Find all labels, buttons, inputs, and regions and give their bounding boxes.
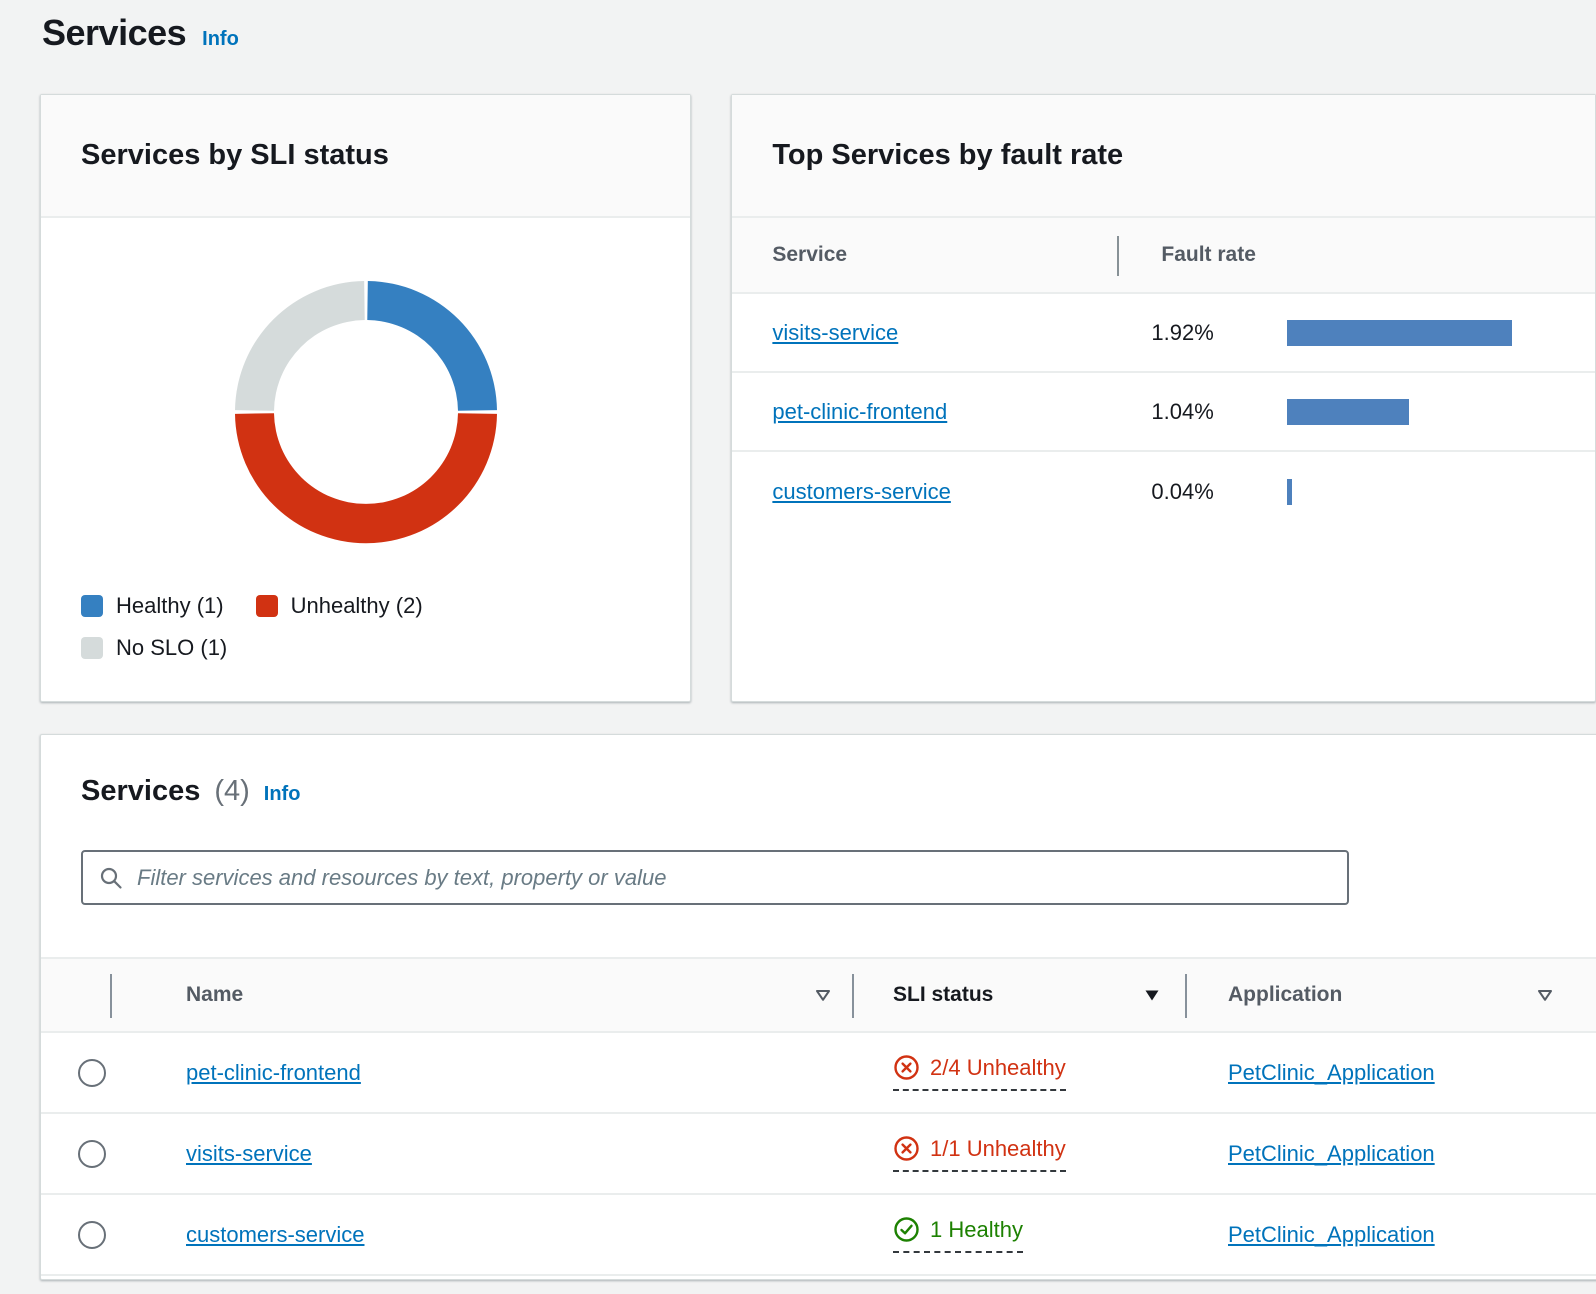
application-link[interactable]: PetClinic_Application [1228,1059,1435,1085]
page-title: Services [42,12,187,53]
fault-service-link[interactable]: pet-clinic-frontend [772,398,948,424]
error-circle-icon [893,1054,920,1081]
fault-service-link[interactable]: customers-service [772,478,951,504]
application-link[interactable]: PetClinic_Application [1228,1140,1435,1166]
name-cell: customers-service [111,1222,853,1248]
row-select-radio[interactable] [78,1220,106,1249]
fault-col-service: Service [772,243,848,266]
row-select-cell [41,1220,111,1249]
error-circle-icon [893,1135,920,1162]
fault-rate-value: 1.92% [1151,319,1214,345]
sli-status-text: 1 Healthy [930,1216,1023,1242]
sli-status-cell: 1 Healthy [853,1216,1186,1253]
column-label-name: Name [186,983,244,1006]
page-info-link[interactable]: Info [202,28,239,50]
sli-card-title: Services by SLI status [81,139,389,171]
application-cell: PetClinic_Application [1186,1060,1596,1086]
column-label-sli-status: SLI status [893,983,994,1006]
sort-icon-descending [1144,989,1160,1002]
legend-item-unhealthy: Unhealthy (2) [255,593,423,619]
column-divider [852,974,854,1018]
sli-status-cell: 2/4 Unhealthy [853,1054,1186,1091]
services-filter-input[interactable] [135,863,1332,892]
fault-card-header: Top Services by fault rate [732,95,1595,218]
sort-icon-outline [815,989,831,1002]
fault-rate-card: Top Services by fault rate Service Fault… [731,94,1596,702]
fault-rate-value: 0.04% [1151,478,1214,504]
sli-status-badge[interactable]: 1 Healthy [893,1216,1023,1253]
sli-card-header: Services by SLI status [41,95,691,218]
legend-swatch-healthy [81,595,103,617]
fault-rate-bar [1287,398,1410,425]
table-row: pet-clinic-frontend 2/4 Unhealthy PetCli… [41,1033,1596,1114]
service-name-link[interactable]: pet-clinic-frontend [186,1059,361,1085]
sli-status-text: 2/4 Unhealthy [930,1054,1066,1080]
row-select-cell [41,1139,111,1168]
page-header: Services Info [0,0,1596,54]
select-all-header [41,959,111,1031]
application-cell: PetClinic_Application [1186,1141,1596,1167]
row-select-radio[interactable] [78,1058,106,1087]
name-cell: visits-service [111,1141,853,1167]
legend-label-unhealthy: Unhealthy (2) [290,593,423,618]
fault-rate-bar [1287,319,1513,346]
donut-segment-healthy [366,281,497,411]
legend-item-no-slo: No SLO (1) [81,635,227,661]
services-table-title: Services [81,775,201,807]
fault-rate-bar [1287,478,1293,505]
services-title-row: Services (4) Info [81,775,1596,808]
sli-status-badge[interactable]: 2/4 Unhealthy [893,1054,1066,1091]
search-icon [98,865,124,891]
fault-row: customers-service 0.04% [732,452,1595,531]
legend-swatch-unhealthy [255,595,278,617]
name-cell: pet-clinic-frontend [111,1060,853,1086]
fault-table-header: Service Fault rate [732,218,1595,294]
fault-rate-value: 1.04% [1151,398,1214,424]
services-table-head: Name SLI status Application [41,957,1596,1033]
services-card-head: Services (4) Info [41,735,1596,905]
services-table-card: Services (4) Info Name SLI status [40,734,1596,1280]
legend-swatch-no-slo [81,637,103,659]
services-table-body: pet-clinic-frontend 2/4 Unhealthy PetCli… [41,1033,1596,1276]
service-name-link[interactable]: customers-service [186,1221,365,1247]
column-header-sli-status[interactable]: SLI status [852,959,1186,1031]
row-select-cell [41,1058,111,1087]
application-cell: PetClinic_Application [1186,1222,1596,1248]
success-circle-icon [893,1216,920,1243]
column-header-name[interactable]: Name [110,959,853,1031]
services-filter-box[interactable] [81,850,1349,905]
column-divider [110,974,112,1018]
legend-item-healthy: Healthy (1) [81,593,224,619]
table-row: customers-service 1 Healthy PetClinic_Ap… [41,1195,1596,1276]
fault-service-link[interactable]: visits-service [772,319,899,345]
donut-segment-unhealthy [234,413,497,544]
services-info-link[interactable]: Info [263,783,301,805]
sli-status-cell: 1/1 Unhealthy [853,1135,1186,1172]
column-header-application[interactable]: Application [1185,959,1596,1031]
services-count: (4) [214,775,250,807]
service-name-link[interactable]: visits-service [186,1140,312,1166]
fault-row: pet-clinic-frontend 1.04% [732,373,1595,452]
sli-status-text: 1/1 Unhealthy [930,1135,1066,1161]
column-divider [1185,974,1187,1018]
legend-label-healthy: Healthy (1) [116,593,224,618]
fault-table-rows: visits-service 1.92% pet-clinic-frontend… [732,294,1595,531]
sli-donut-chart [234,281,497,544]
donut-legend: Healthy (1) Unhealthy (2) No SLO (1) [81,593,511,661]
row-select-radio[interactable] [78,1139,106,1168]
table-row: visits-service 1/1 Unhealthy PetClinic_A… [41,1114,1596,1195]
sli-card-body: Healthy (1) Unhealthy (2) No SLO (1) [41,218,690,661]
legend-label-no-slo: No SLO (1) [116,635,228,660]
donut-segment-no-slo [234,281,365,411]
sort-icon-outline [1537,989,1553,1002]
sli-status-card: Services by SLI status Healthy (1) Unhea… [40,94,692,702]
fault-col-fault-rate: Fault rate [1161,243,1256,266]
fault-card-title: Top Services by fault rate [772,139,1124,171]
fault-row: visits-service 1.92% [732,294,1595,373]
fault-column-divider [1117,236,1120,276]
dashboard-cards-row: Services by SLI status Healthy (1) Unhea… [40,94,1596,702]
sli-status-badge[interactable]: 1/1 Unhealthy [893,1135,1066,1172]
application-link[interactable]: PetClinic_Application [1228,1221,1435,1247]
column-label-application: Application [1228,983,1343,1006]
